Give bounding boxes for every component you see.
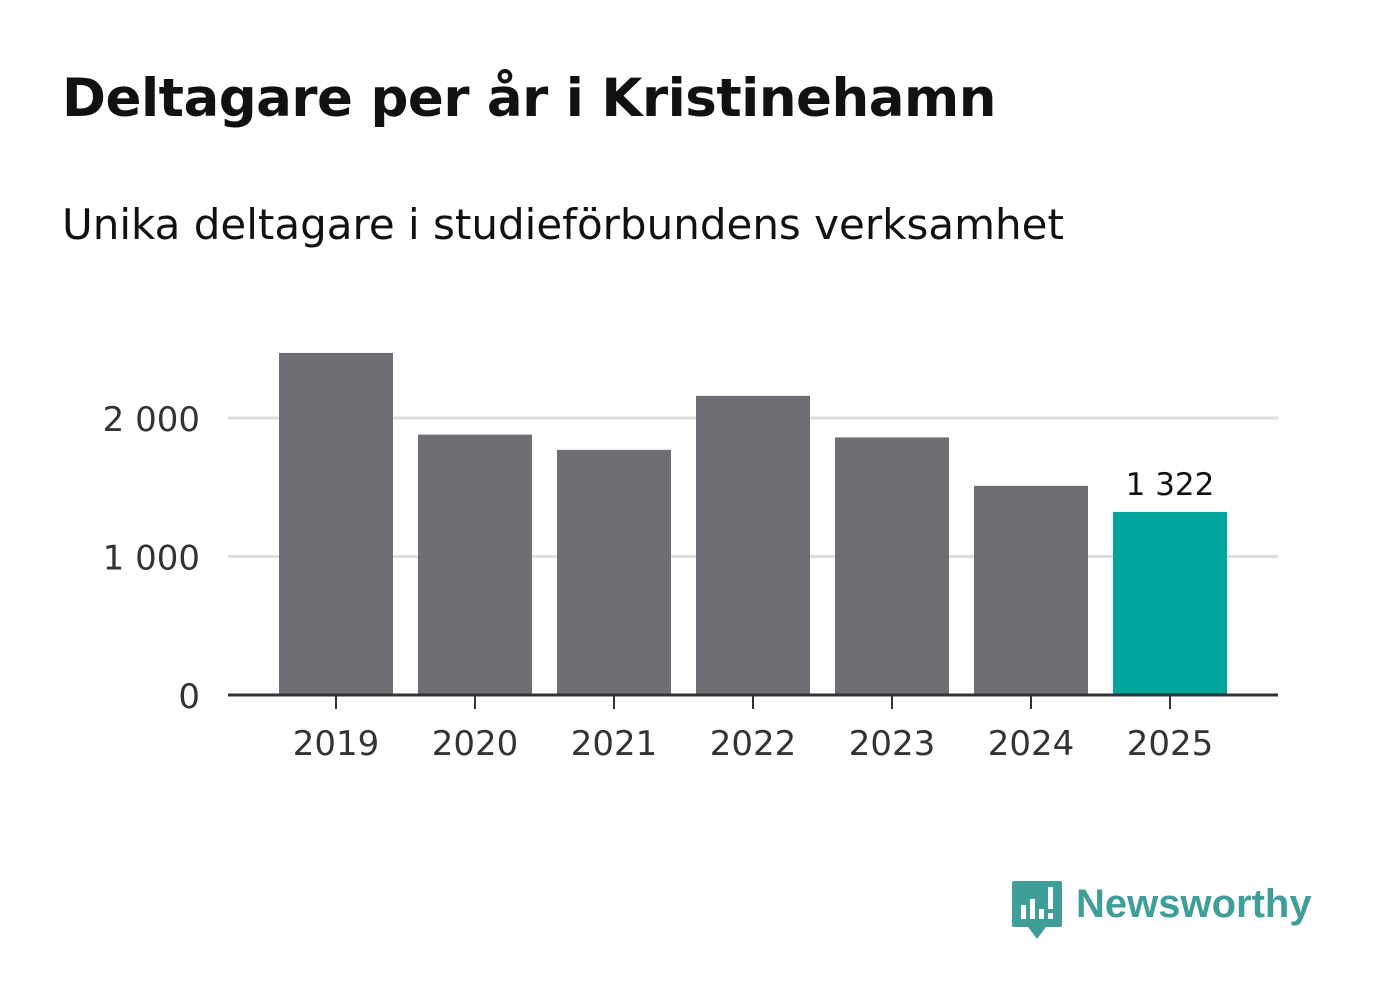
- x-tick-label: 2022: [710, 724, 797, 764]
- bar-2023: [835, 437, 949, 695]
- bar-2025: [1113, 511, 1227, 695]
- newsworthy-logo: Newsworthy: [1010, 878, 1312, 942]
- x-tick-label: 2019: [293, 724, 380, 764]
- x-axis: [228, 693, 1278, 709]
- bar-2021: [557, 449, 671, 695]
- y-tick-label: 2 000: [103, 400, 200, 440]
- x-tick-label: 2025: [1127, 724, 1214, 764]
- bar-2024: [974, 485, 1088, 695]
- x-tick-label: 2020: [432, 724, 519, 764]
- bar-2019: [279, 352, 393, 695]
- x-tick-label: 2023: [849, 724, 936, 764]
- y-tick-label: 1 000: [103, 539, 200, 579]
- labels: 0 1 000 2 000 2019 2020 2021 2022 2023 2024 2025 1…: [103, 400, 1215, 764]
- bars: [279, 352, 1227, 695]
- chart-title: Deltagare per år i Kristinehamn: [62, 68, 996, 129]
- data-label-2025: 1 322: [1126, 467, 1215, 503]
- bar-2020: [418, 434, 532, 695]
- x-tick-label: 2024: [988, 724, 1075, 764]
- bar-2022: [696, 395, 810, 695]
- y-tick-label: 0: [178, 677, 200, 717]
- bar-chart-speech-bubble-icon: [1012, 881, 1062, 939]
- brand-name: Newsworthy: [1076, 881, 1312, 926]
- chart-subtitle: Unika deltagare i studieförbundens verks…: [62, 200, 1064, 249]
- x-tick-label: 2021: [571, 724, 658, 764]
